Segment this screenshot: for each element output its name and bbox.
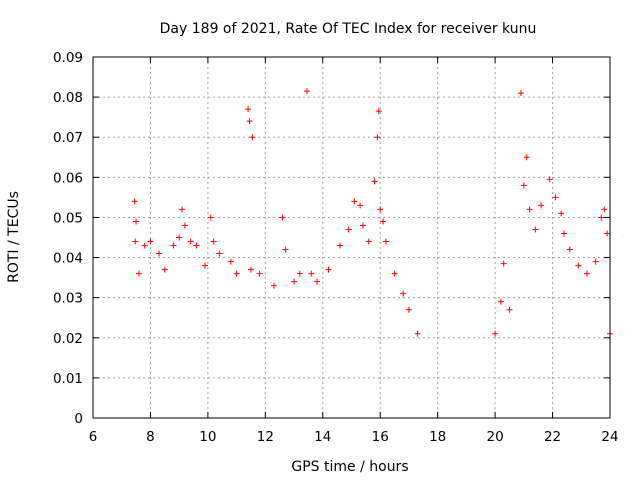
data-point [414,330,421,337]
x-axis-title: GPS time / hours [291,459,408,475]
x-tick-label: 8 [146,429,155,445]
data-point [575,262,582,269]
data-point [538,202,545,209]
x-tick-label: 24 [601,429,618,445]
data-point [207,214,214,221]
data-point [245,106,252,113]
data-point [371,178,378,185]
data-point [520,182,527,189]
data-point [492,330,499,337]
data-point [506,306,513,313]
y-tick-label: 0 [74,411,83,427]
data-point [291,278,298,285]
x-tick-label: 10 [199,429,216,445]
data-point [147,238,154,245]
data-point [561,230,568,237]
data-point [532,226,539,233]
data-point [380,218,387,225]
data-point [187,238,194,245]
data-point [249,134,256,141]
data-point [247,266,254,273]
data-point [558,210,565,217]
plot-frame [92,56,611,419]
data-point [170,242,177,249]
data-point [345,226,352,233]
data-point [156,250,163,257]
data-point [357,202,364,209]
data-point [400,290,407,297]
data-point [552,194,559,201]
y-tick-label: 0.06 [53,170,83,186]
grid [93,57,610,418]
y-tick-label: 0.01 [53,371,83,387]
data-point [592,258,599,265]
data-point [176,234,183,241]
data-point [133,218,140,225]
data-point [216,250,223,257]
data-point [584,270,591,277]
data-point [279,214,286,221]
data-point [325,266,332,273]
data-point [377,206,384,213]
data-point [210,238,217,245]
data-point [351,198,358,205]
data-point [497,298,504,305]
axis-ticks: 6 8 10 12 14 16 18 20 22 24 0 0.01 0.02 0.03 0.04 0.05 0… [53,50,619,445]
data-point [193,242,200,249]
data-point [382,238,389,245]
data-point [270,282,277,289]
data-point [601,206,608,213]
data-point [598,214,605,221]
y-tick-label: 0.05 [53,210,83,226]
data-point [282,246,289,253]
data-point [308,270,315,277]
x-tick-label: 6 [89,429,98,445]
x-tick-label: 18 [429,429,446,445]
data-point [546,176,553,183]
x-tick-label: 12 [257,429,274,445]
data-point [526,206,533,213]
x-tick-label: 20 [487,429,504,445]
x-tick-label: 16 [372,429,389,445]
y-tick-label: 0.03 [53,291,83,307]
data-point [135,270,142,277]
y-tick-label: 0.08 [53,90,83,106]
data-point [202,262,209,269]
data-point [517,90,524,97]
y-tick-label: 0.04 [53,251,83,267]
data-point [314,278,321,285]
chart-title: Day 189 of 2021, Rate Of TEC Index for r… [160,21,537,37]
x-tick-label: 22 [544,429,561,445]
data-point [337,242,344,249]
data-point [391,270,398,277]
data-point [359,222,366,229]
data-point [132,238,139,245]
y-tick-label: 0.07 [53,130,83,146]
data-points [131,88,613,337]
data-point [365,238,372,245]
data-point [375,108,382,115]
data-point [604,230,611,237]
data-point [566,246,573,253]
y-axis-title: ROTI / TECUs [6,191,22,283]
data-point [131,198,138,205]
data-point [227,258,234,265]
data-point [296,270,303,277]
data-point [161,266,168,273]
data-point [523,154,530,161]
data-point [256,270,263,277]
data-point [374,134,381,141]
data-point [405,306,412,313]
y-tick-label: 0.09 [53,50,83,66]
data-point [246,118,253,125]
data-point [303,88,310,95]
data-point [181,222,188,229]
y-tick-label: 0.02 [53,331,83,347]
x-tick-label: 14 [314,429,331,445]
data-point [141,242,148,249]
data-point [233,270,240,277]
data-point [179,206,186,213]
data-point [500,260,507,267]
